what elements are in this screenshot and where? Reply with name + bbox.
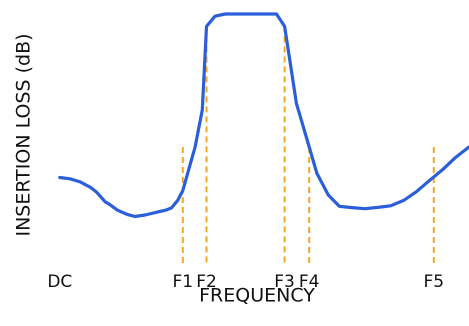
- tick-label-f3: F3: [274, 272, 295, 292]
- tick-label-f4: F4: [299, 272, 320, 292]
- tick-label-dc: DC: [47, 272, 72, 292]
- x-tick-labels: DC F1 F2 F3 F4 F5: [47, 272, 444, 292]
- insertion-loss-curve: [58, 12, 469, 219]
- tick-label-f1: F1: [172, 272, 193, 292]
- x-axis-label: FREQUENCY: [199, 285, 315, 307]
- y-axis-label: INSERTION LOSS (dB): [13, 33, 35, 236]
- tick-label-f5: F5: [423, 272, 444, 292]
- series-layer: [58, 12, 469, 219]
- tick-label-f2: F2: [196, 272, 217, 292]
